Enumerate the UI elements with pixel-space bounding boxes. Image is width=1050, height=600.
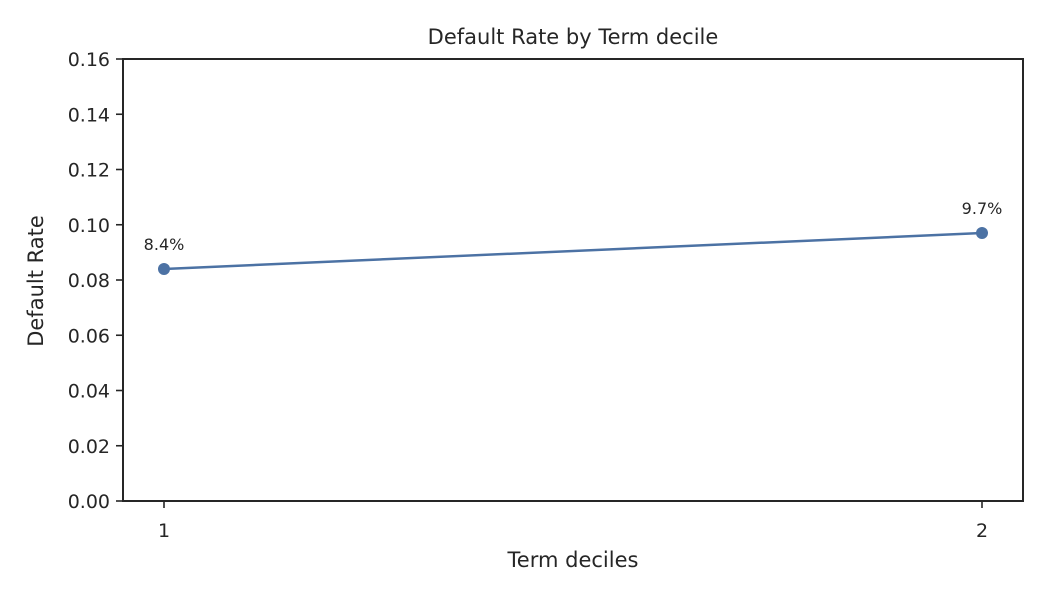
y-tick-label: 0.08 — [68, 270, 110, 292]
x-tick-label: 1 — [158, 520, 170, 542]
data-label: 9.7% — [962, 199, 1003, 218]
y-tick-label: 0.16 — [68, 49, 110, 71]
y-tick-label: 0.14 — [68, 104, 110, 126]
y-tick-label: 0.04 — [68, 381, 110, 403]
y-tick-label: 0.06 — [68, 325, 110, 347]
plot-frame — [122, 58, 1024, 502]
chart-title: Default Rate by Term decile — [428, 25, 719, 49]
data-label: 8.4% — [144, 235, 185, 254]
y-tick-label: 0.10 — [68, 215, 110, 237]
y-axis-label: Default Rate — [24, 215, 48, 347]
y-tick-label: 0.12 — [68, 160, 110, 182]
data-point — [158, 262, 170, 275]
y-tick-label: 0.00 — [68, 491, 110, 513]
y-tick-label: 0.02 — [68, 436, 110, 458]
x-axis-label: Term deciles — [507, 548, 639, 572]
x-tick-label: 2 — [976, 520, 988, 542]
plot-area: 0.00 0.02 0.04 0.06 0.08 0.10 0.12 0.14 0.16 1 2 8.… — [68, 49, 1024, 542]
series-line — [163, 231, 983, 271]
data-point — [976, 227, 988, 240]
